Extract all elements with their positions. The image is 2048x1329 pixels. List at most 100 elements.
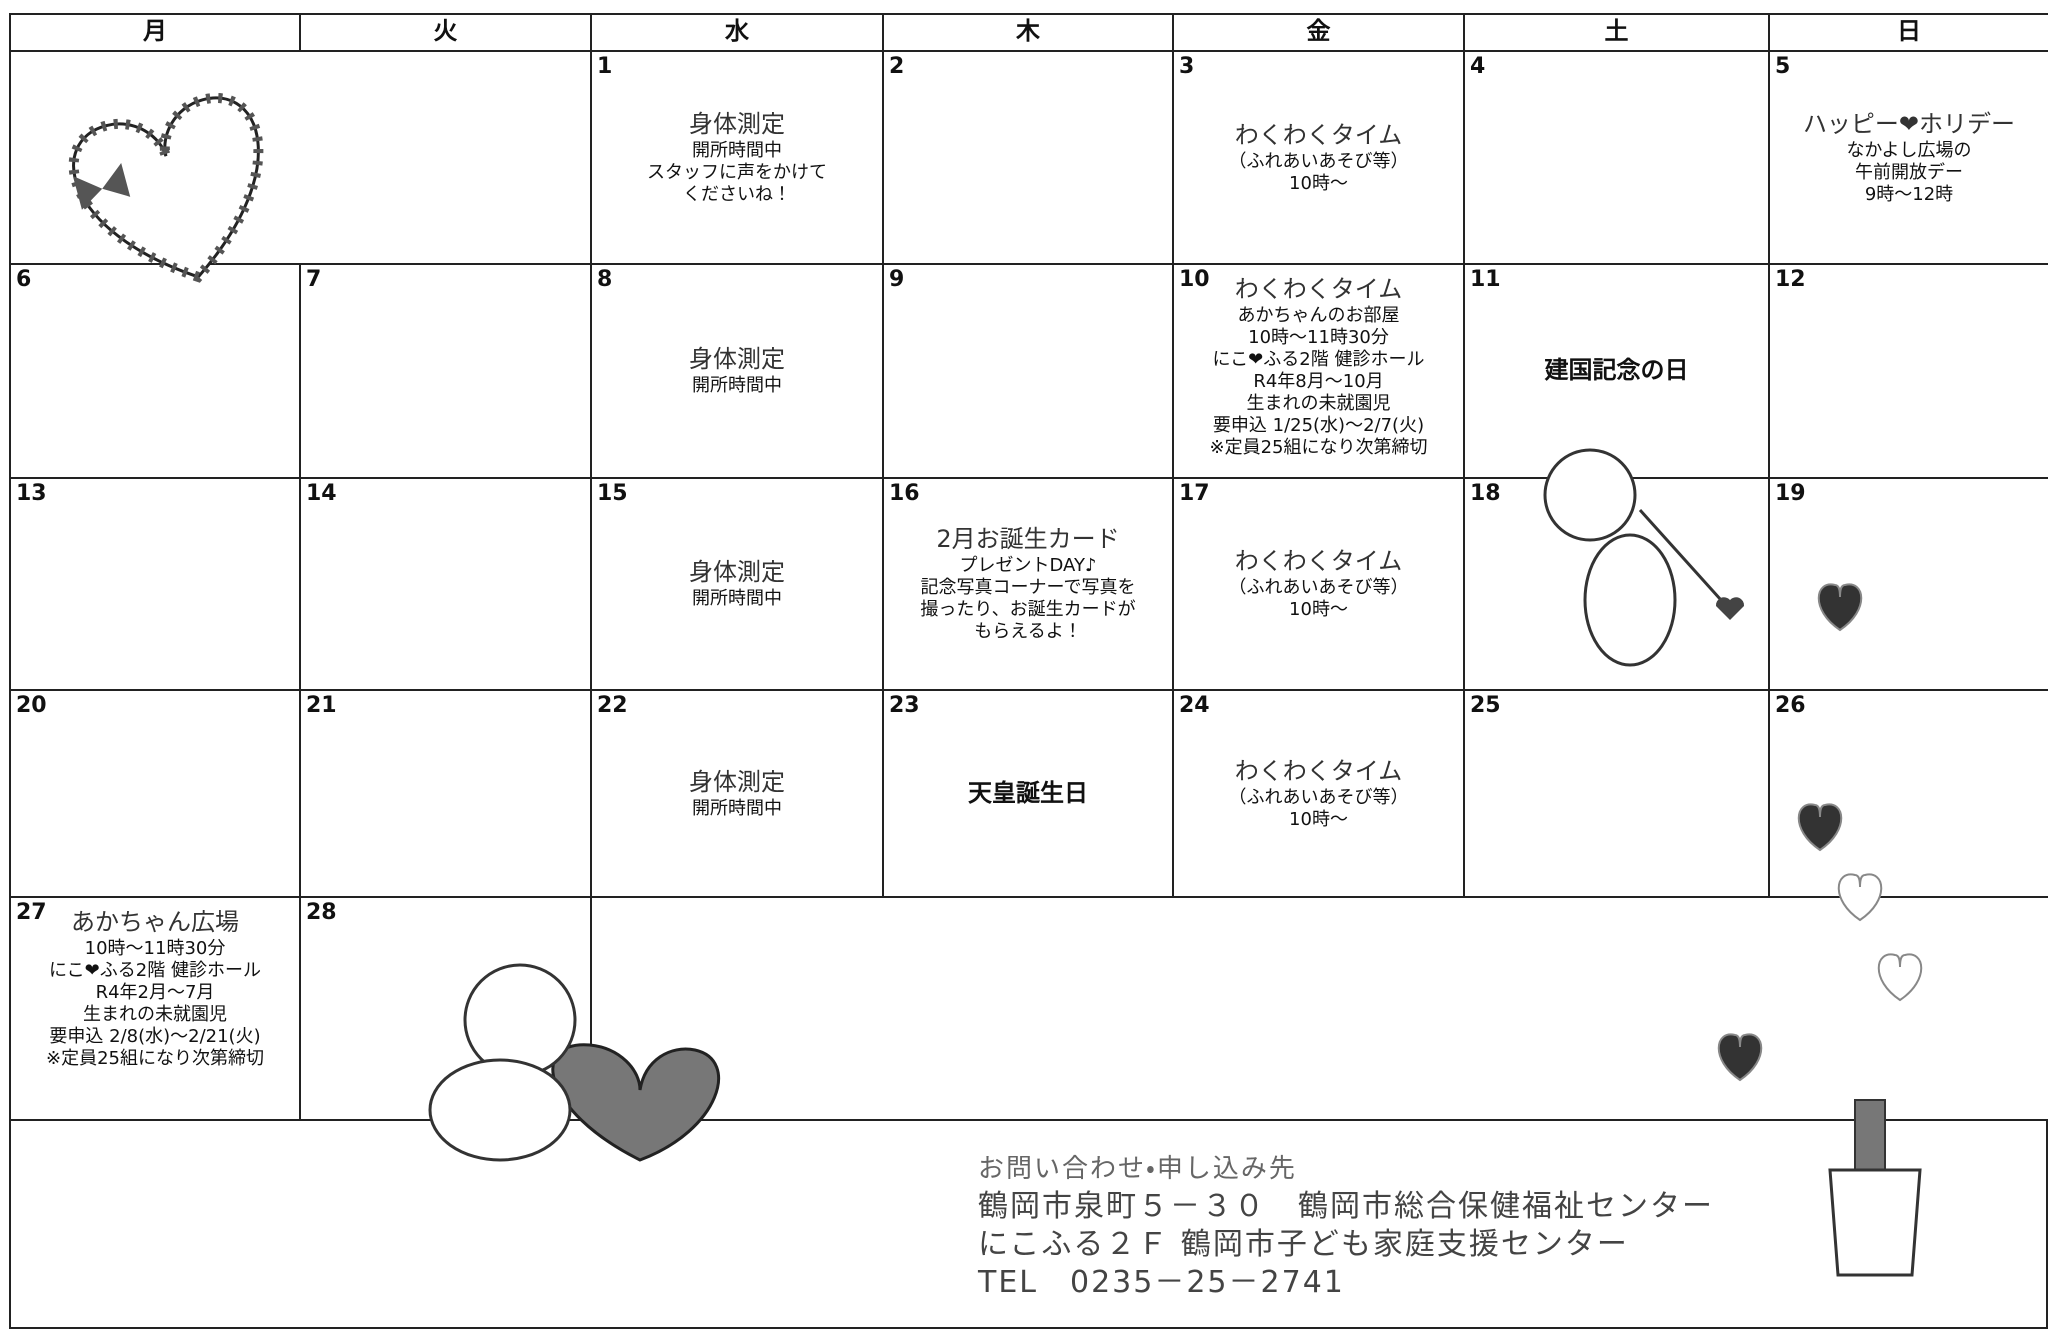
event-line: （ふれあいあそび等） (1228, 150, 1409, 172)
day-cell: 12 (1768, 263, 2048, 479)
event-text (1770, 283, 2048, 457)
day-cell: 13 (9, 477, 301, 691)
event-line: スタッフに声をかけて (647, 161, 827, 183)
day-cell: 22 身体測定 開所時間中 (590, 689, 884, 898)
day-number: 8 (597, 267, 613, 292)
weekday-header: 火 (299, 13, 592, 52)
event-line: ※定員25組になり次第締切 (1209, 437, 1428, 458)
day-number: 4 (1470, 54, 1486, 79)
event-text (1465, 70, 1768, 243)
day-number: 20 (16, 693, 47, 718)
event-text: 身体測定 開所時間中 (592, 709, 882, 876)
event-line: （ふれあいあそび等） (1228, 786, 1409, 808)
event-line: 2月お誕生カード (936, 525, 1120, 553)
event-line: わくわくタイム (1234, 756, 1403, 785)
event-text (11, 283, 299, 457)
event-line: もらえるよ！ (974, 621, 1082, 642)
event-line: 生まれの未就園児 (83, 1004, 227, 1025)
event-line: 要申込 1/25(水)～2/7(火) (1212, 415, 1425, 436)
event-line: にこ❤ふる2階 健診ホール (49, 960, 261, 981)
day-cell: 7 (299, 263, 592, 479)
event-line: 要申込 2/8(水)～2/21(火) (49, 1026, 261, 1047)
day-number: 7 (306, 267, 322, 292)
day-number: 12 (1775, 267, 1806, 292)
event-line: 身体測定 (689, 109, 785, 138)
event-text (301, 497, 590, 669)
day-cell: 26 (1768, 689, 2048, 898)
event-line: わくわくタイム (1234, 275, 1403, 303)
weekday-header: 金 (1172, 13, 1465, 52)
day-cell: 19 (1768, 477, 2048, 691)
day-number: 2 (889, 54, 905, 79)
weekday-header: 木 (882, 13, 1174, 52)
day-number: 23 (889, 693, 920, 718)
event-text (11, 709, 299, 876)
day-number: 17 (1179, 481, 1210, 506)
event-text (884, 70, 1172, 243)
event-text (1770, 709, 2048, 876)
event-text: 身体測定 開所時間中 スタッフに声をかけて くださいね！ (592, 70, 882, 243)
event-text: あかちゃん広場 10時～11時30分 にこ❤ふる2階 健診ホール R4年2月～7月 生ま… (11, 902, 299, 1115)
day-number: 16 (889, 481, 920, 506)
footer-line: お問い合わせ・申し込み先 (978, 1154, 1297, 1184)
day-number: 28 (306, 900, 337, 925)
event-line: 開所時間中 (692, 797, 782, 819)
event-line: R4年2月～7月 (95, 982, 215, 1003)
day-cell: 25 (1463, 689, 1770, 898)
event-line: （ふれあいあそび等） (1228, 577, 1409, 598)
event-text (1770, 497, 2048, 669)
event-line: 10時～11時30分 (1248, 327, 1389, 348)
event-line: 開所時間中 (692, 139, 782, 161)
event-line: 建国記念の日 (1544, 356, 1689, 384)
day-cell: 11 建国記念の日 (1463, 263, 1770, 479)
day-number: 9 (889, 267, 905, 292)
day-cell: 28 (299, 896, 592, 1121)
event-line: 天皇誕生日 (968, 778, 1088, 807)
day-cell: 27 あかちゃん広場 10時～11時30分 にこ❤ふる2階 健診ホール R4年2月～7月… (9, 896, 301, 1121)
event-line: 生まれの未就園児 (1246, 393, 1391, 414)
event-text (1465, 497, 1768, 669)
day-cell: 2 (882, 50, 1174, 265)
event-line: くださいね！ (683, 183, 791, 205)
day-number: 3 (1179, 54, 1195, 79)
footer-line: にこふる２Ｆ 鶴岡市子ども家庭支援センター (978, 1227, 1629, 1262)
event-line: 身体測定 (689, 767, 785, 796)
event-line: 開所時間中 (692, 588, 782, 609)
weekday-header: 月 (9, 13, 301, 52)
event-line: にこ❤ふる2階 健診ホール (1212, 349, 1425, 370)
event-text: 身体測定 開所時間中 (592, 497, 882, 669)
event-line: 記念写真コーナーで写真を (920, 577, 1136, 598)
event-line: 午前開放デー (1855, 161, 1963, 183)
event-line: プレゼントDAY♪ (959, 555, 1097, 576)
day-number: 5 (1775, 54, 1791, 79)
day-cell: 5 ハッピー❤ホリデー なかよし広場の 午前開放デー 9時～12時 (1768, 50, 2048, 265)
day-cell: 1 身体測定 開所時間中 スタッフに声をかけて くださいね！ (590, 50, 884, 265)
day-number: 24 (1179, 693, 1210, 718)
empty-cell (9, 50, 592, 265)
footer-line: TEL 0235－25－2741 (978, 1265, 1345, 1300)
day-number: 22 (597, 693, 628, 718)
day-cell: 24 わくわくタイム （ふれあいあそび等） 10時～ (1172, 689, 1465, 898)
event-line: 10時～ (1289, 172, 1348, 194)
event-line: なかよし広場の (1846, 139, 1972, 161)
day-number: 27 (16, 900, 47, 925)
event-text: わくわくタイム （ふれあいあそび等） 10時～ (1174, 497, 1463, 669)
day-number: 25 (1470, 693, 1501, 718)
event-text: わくわくタイム あかちゃんのお部屋 10時～11時30分 にこ❤ふる2階 健診ホール R… (1174, 269, 1463, 473)
event-line: 撮ったり、お誕生カードが (920, 599, 1136, 620)
day-cell: 16 2月お誕生カード プレゼントDAY♪ 記念写真コーナーで写真を 撮ったり、お誕生カ… (882, 477, 1174, 691)
footer-line: 鶴岡市泉町５－３０ 鶴岡市総合保健福祉センター (978, 1189, 1714, 1224)
day-number: 6 (16, 267, 32, 292)
event-line: 10時～ (1289, 808, 1348, 830)
day-number: 21 (306, 693, 337, 718)
event-line: 10時～11時30分 (84, 938, 226, 959)
day-number: 15 (597, 481, 628, 506)
event-text: ハッピー❤ホリデー なかよし広場の 午前開放デー 9時～12時 (1770, 70, 2048, 243)
day-number: 19 (1775, 481, 1806, 506)
day-cell: 18 (1463, 477, 1770, 691)
event-line: あかちゃん広場 (71, 908, 239, 936)
day-cell: 10 わくわくタイム あかちゃんのお部屋 10時～11時30分 にこ❤ふる2階 健診ホー… (1172, 263, 1465, 479)
event-text (1465, 709, 1768, 876)
day-cell: 20 (9, 689, 301, 898)
day-number: 26 (1775, 693, 1806, 718)
